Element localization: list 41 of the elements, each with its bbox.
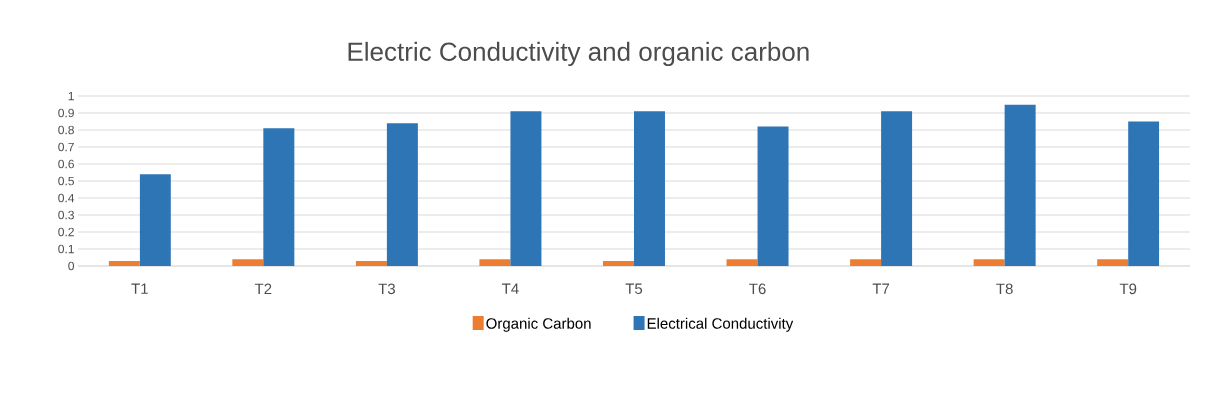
bar	[881, 111, 913, 266]
y-tick-label: 0.4	[58, 193, 75, 203]
bar	[1128, 121, 1160, 266]
bar	[973, 259, 1005, 266]
bar	[602, 260, 634, 266]
x-tick-label: T8	[996, 283, 1013, 295]
bar	[1004, 104, 1036, 266]
bar	[510, 111, 542, 266]
y-tick-label: 0.7	[58, 142, 74, 152]
bar	[479, 259, 511, 266]
x-tick-label: T4	[502, 283, 519, 294]
y-tick-label: 0.6	[58, 159, 74, 169]
x-tick-label: T9	[1119, 283, 1137, 295]
y-tick-label: 0.9	[58, 108, 74, 118]
bar	[139, 174, 171, 266]
bar	[633, 111, 665, 266]
bar	[108, 260, 140, 266]
bar	[355, 260, 387, 266]
y-tick-label: 1	[68, 91, 74, 101]
bar	[850, 259, 882, 266]
legend-label: Electrical Conductivity	[647, 317, 794, 332]
y-tick-label: 0.1	[58, 244, 74, 254]
x-tick-label: T1	[131, 283, 148, 294]
y-tick-label: 0.8	[58, 125, 74, 135]
bar	[1097, 259, 1129, 266]
bar	[726, 259, 758, 266]
y-tick-label: 0	[68, 261, 75, 271]
x-tick-label: T6	[749, 283, 766, 295]
y-tick-label: 0.2	[58, 227, 74, 237]
x-tick-label: T3	[378, 283, 395, 295]
y-tick-label: 0.3	[58, 210, 74, 220]
bar	[263, 128, 295, 266]
bar	[757, 126, 789, 266]
x-tick-label: T2	[254, 283, 272, 295]
chart-title: Electric Conductivity and organic carbon	[348, 41, 809, 67]
bar	[386, 123, 418, 266]
x-tick-label: T7	[872, 283, 890, 294]
bar	[232, 259, 264, 266]
y-tick-label: 0.5	[58, 176, 74, 186]
x-tick-label: T5	[625, 283, 643, 294]
legend-label: Organic Carbon	[486, 317, 591, 332]
